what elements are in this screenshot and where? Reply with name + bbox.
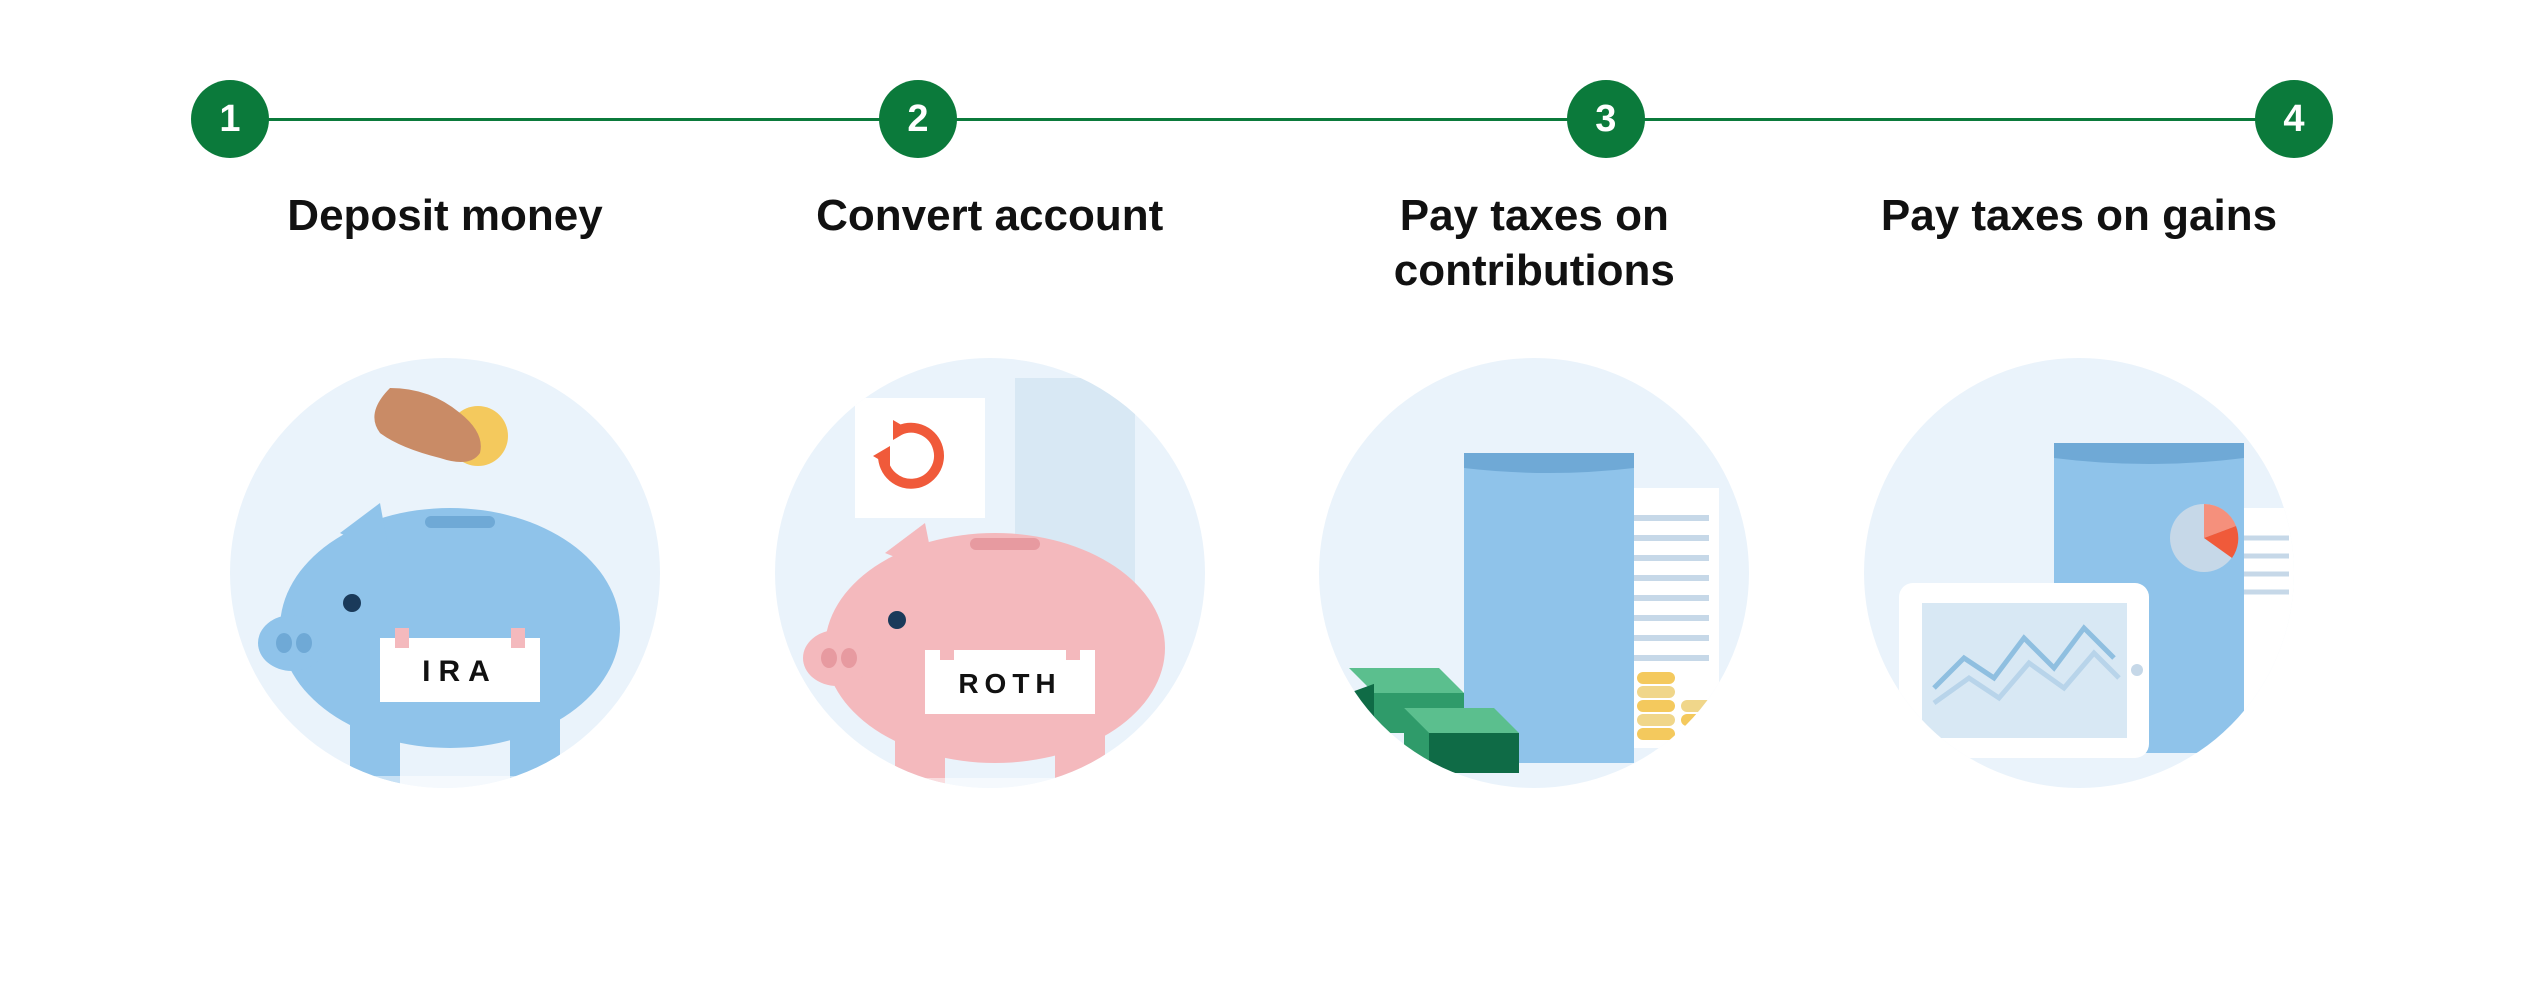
step-title: Pay taxes on contributions bbox=[1319, 188, 1749, 318]
steps-row: Deposit money bbox=[230, 188, 2294, 788]
pig-tag-label: IRA bbox=[422, 655, 498, 688]
pig-ira-icon: IRA bbox=[230, 358, 660, 788]
illustration-deposit: IRA bbox=[230, 358, 660, 788]
pie-chart-icon bbox=[2170, 504, 2238, 572]
timeline: 1 2 3 4 bbox=[230, 80, 2294, 158]
step-badge-4: 4 bbox=[2255, 80, 2333, 158]
step-number: 4 bbox=[2283, 98, 2304, 141]
step-title: Convert account bbox=[816, 188, 1163, 318]
step-number: 2 bbox=[907, 98, 928, 141]
timeline-line bbox=[230, 118, 2294, 121]
documents-cash-icon bbox=[1319, 358, 1749, 788]
step-2: Convert account bbox=[775, 188, 1205, 788]
illustration-convert: ROTH bbox=[775, 358, 1205, 788]
hand-icon bbox=[374, 388, 480, 462]
step-badge-3: 3 bbox=[1567, 80, 1645, 158]
step-badge-2: 2 bbox=[879, 80, 957, 158]
step-4: Pay taxes on gains bbox=[1864, 188, 2294, 788]
infographic-container: 1 2 3 4 Deposit money bbox=[230, 80, 2294, 941]
tablet-icon bbox=[1899, 583, 2149, 758]
documents-chart-icon bbox=[1864, 358, 2294, 788]
step-number: 3 bbox=[1595, 98, 1616, 141]
step-title: Pay taxes on gains bbox=[1881, 188, 2277, 318]
step-badge-1: 1 bbox=[191, 80, 269, 158]
step-number: 1 bbox=[219, 98, 240, 141]
illustration-contributions bbox=[1319, 358, 1749, 788]
step-title: Deposit money bbox=[287, 188, 602, 318]
pig-roth-icon: ROTH bbox=[775, 358, 1205, 788]
pig-tag-label: ROTH bbox=[958, 668, 1061, 699]
illustration-gains bbox=[1864, 358, 2294, 788]
step-3: Pay taxes on contributions bbox=[1319, 188, 1749, 788]
step-1: Deposit money bbox=[230, 188, 660, 788]
